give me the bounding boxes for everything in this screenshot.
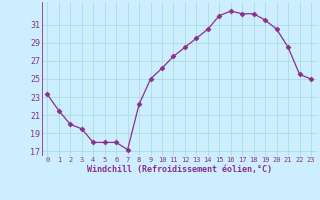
X-axis label: Windchill (Refroidissement éolien,°C): Windchill (Refroidissement éolien,°C) xyxy=(87,165,272,174)
